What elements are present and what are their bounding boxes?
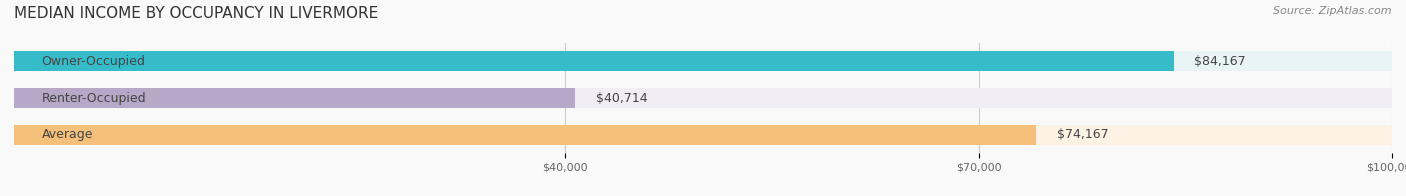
- Text: $84,167: $84,167: [1195, 55, 1246, 68]
- Bar: [14, 88, 575, 108]
- Text: Average: Average: [42, 128, 93, 141]
- Bar: [14, 51, 1174, 72]
- Text: Renter-Occupied: Renter-Occupied: [42, 92, 146, 104]
- Bar: [14, 51, 1392, 72]
- Text: $40,714: $40,714: [596, 92, 647, 104]
- Text: MEDIAN INCOME BY OCCUPANCY IN LIVERMORE: MEDIAN INCOME BY OCCUPANCY IN LIVERMORE: [14, 6, 378, 21]
- Text: Owner-Occupied: Owner-Occupied: [42, 55, 145, 68]
- Text: Source: ZipAtlas.com: Source: ZipAtlas.com: [1274, 6, 1392, 16]
- Bar: [14, 124, 1036, 145]
- Bar: [14, 124, 1392, 145]
- Text: $74,167: $74,167: [1057, 128, 1108, 141]
- Bar: [14, 88, 1392, 108]
